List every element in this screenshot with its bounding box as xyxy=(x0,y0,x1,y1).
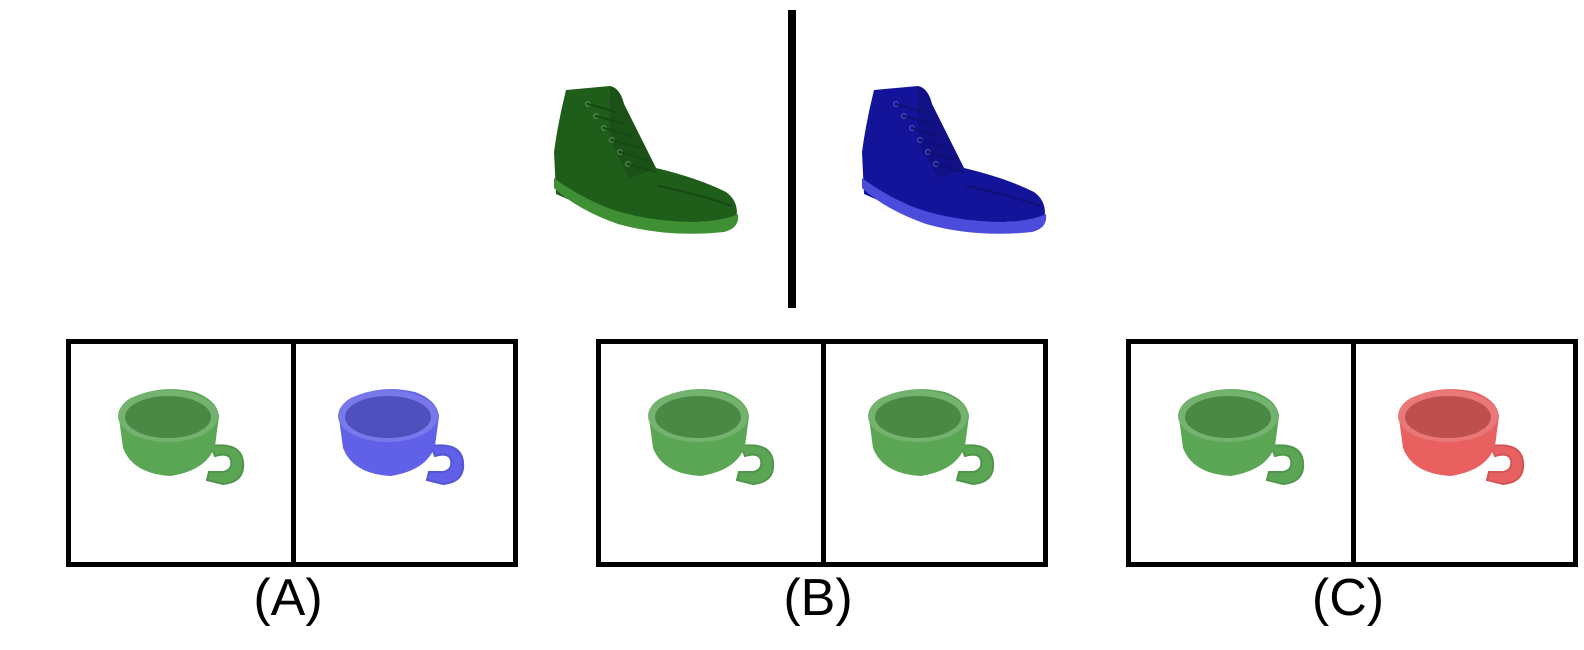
cup-icon xyxy=(118,389,245,486)
cup-icon xyxy=(1178,389,1305,486)
option-b-label: (B) xyxy=(783,569,853,627)
cup-icon xyxy=(1398,389,1525,486)
option-a-divider xyxy=(291,344,296,562)
cup-icon xyxy=(868,389,995,486)
boot-icon xyxy=(554,86,739,234)
cup-icon xyxy=(648,389,775,486)
option-a-panel[interactable] xyxy=(66,339,518,567)
option-b-panel[interactable] xyxy=(596,339,1048,567)
prompt-divider xyxy=(788,10,796,308)
prompt-row xyxy=(0,0,1584,320)
boot-icon xyxy=(862,86,1047,234)
option-c-label: (C) xyxy=(1311,569,1385,627)
option-b-divider xyxy=(821,344,826,562)
cup-icon xyxy=(338,389,465,486)
option-c-divider xyxy=(1351,344,1356,562)
option-c-panel[interactable] xyxy=(1126,339,1578,567)
option-a-label: (A) xyxy=(253,569,323,627)
